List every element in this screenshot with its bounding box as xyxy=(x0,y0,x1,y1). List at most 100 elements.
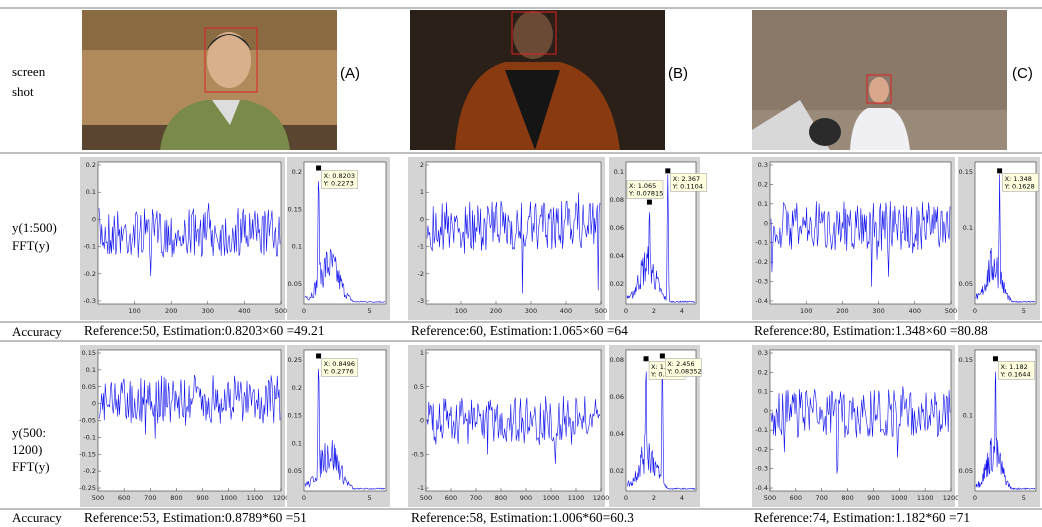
face-box xyxy=(866,74,892,104)
x-tick-label: 5 xyxy=(1022,494,1026,502)
y-tick-label: 0 xyxy=(420,215,424,223)
y-tick-label: 0 xyxy=(92,215,96,223)
y-tick-label: 0.02 xyxy=(610,467,624,475)
y-tick-label: 0.1 xyxy=(758,388,768,396)
screenshot-a xyxy=(82,10,337,150)
row-label: FFT(y) xyxy=(12,238,50,253)
x-tick-label: 1200 xyxy=(273,494,290,502)
y-tick-label: 0.05 xyxy=(959,280,973,288)
x-tick-label: 5 xyxy=(368,307,372,315)
shirt xyxy=(160,100,290,150)
datatip-x: X: 0.8203 xyxy=(324,172,355,180)
accuracy-text: Reference:60, Estimation:1.065×60 =64 xyxy=(411,323,628,338)
x-tick-label: 1100 xyxy=(568,494,585,502)
x-tick-label: 600 xyxy=(445,494,457,502)
face-box xyxy=(204,27,258,93)
y-tick-label: -0.1 xyxy=(755,239,768,247)
y-tick-label: 0.08 xyxy=(610,356,624,364)
y-tick-label: 1 xyxy=(420,349,424,357)
x-tick-label: 800 xyxy=(495,494,507,502)
y-tick-label: -1 xyxy=(418,484,424,492)
y-tick-label: -0.3 xyxy=(83,297,96,305)
signal-trace xyxy=(426,192,601,294)
face xyxy=(869,77,889,103)
fft-trace xyxy=(975,174,1036,303)
y-tick-label: 0.15 xyxy=(959,356,973,364)
y-tick-label: -0.1 xyxy=(755,426,768,434)
shirt xyxy=(850,108,910,150)
y-tick-label: 0.5 xyxy=(414,383,424,391)
shirt xyxy=(505,70,560,150)
datatip-marker xyxy=(646,199,652,205)
x-tick-label: 700 xyxy=(816,494,828,502)
x-tick-label: 900 xyxy=(196,494,208,502)
row-label: Accuracy xyxy=(12,324,62,339)
x-tick-label: 2 xyxy=(652,494,656,502)
x-tick-label: 500 xyxy=(764,494,776,502)
x-tick-label: 1200 xyxy=(593,494,610,502)
x-tick-label: 0 xyxy=(973,494,977,502)
x-tick-label: 2 xyxy=(652,307,656,315)
datatip-y: Y: 0.07815 xyxy=(628,190,663,198)
y-tick-label: 0.05 xyxy=(288,467,302,475)
y-tick-label: -0.3 xyxy=(755,278,768,286)
y-tick-label: 0 xyxy=(420,417,424,425)
x-tick-label: 800 xyxy=(841,494,853,502)
y-tick-label: -0.4 xyxy=(755,484,768,492)
datatip-y: Y: 0.1644 xyxy=(999,370,1030,378)
axes xyxy=(425,161,602,305)
y-tick-label: -0.05 xyxy=(79,417,96,425)
datatip-x: X: 1.182 xyxy=(1000,363,1027,371)
y-tick-label: 0.1 xyxy=(86,366,96,374)
x-tick-label: 700 xyxy=(144,494,156,502)
x-tick-label: 5 xyxy=(368,494,372,502)
signal-trace xyxy=(426,395,601,464)
fft-trace xyxy=(304,181,385,303)
x-tick-label: 400 xyxy=(560,307,572,315)
fft-trace xyxy=(626,174,696,304)
x-tick-label: 900 xyxy=(867,494,879,502)
datatip-x: X: 1.348 xyxy=(1005,175,1032,183)
y-tick-label: -3 xyxy=(418,297,424,305)
x-tick-label: 0 xyxy=(973,307,977,315)
signal-trace xyxy=(770,386,951,474)
datatip-x: X: 1.065 xyxy=(629,182,656,190)
y-tick-label: -0.1 xyxy=(83,243,96,251)
datatip-marker xyxy=(316,165,322,171)
y-tick-label: 0.2 xyxy=(86,161,96,169)
y-tick-label: 2 xyxy=(420,161,424,169)
fft-trace xyxy=(626,368,696,491)
accuracy-text: Reference:50, Estimation:0.8203×60 =49.2… xyxy=(84,323,325,338)
row-label: y(500: xyxy=(12,425,46,440)
x-tick-label: 0 xyxy=(624,307,628,315)
y-tick-label: -0.2 xyxy=(755,258,768,266)
datatip-box xyxy=(626,180,664,199)
datatip-x: X: 2.367 xyxy=(673,175,700,183)
x-tick-label: 200 xyxy=(165,307,177,315)
datatip-marker xyxy=(992,356,998,362)
y-tick-label: 0.2 xyxy=(292,168,302,176)
datatip-marker xyxy=(665,168,671,174)
x-tick-label: 100 xyxy=(128,307,140,315)
axes xyxy=(97,349,282,492)
panel-label: (B) xyxy=(668,65,688,82)
y-tick-label: 0.05 xyxy=(959,467,973,475)
x-tick-label: 1100 xyxy=(917,494,934,502)
signal-trace xyxy=(98,374,281,439)
x-tick-label: 1000 xyxy=(891,494,908,502)
datatip-box xyxy=(665,358,702,377)
y-tick-label: 0.15 xyxy=(288,412,302,420)
x-tick-label: 500 xyxy=(595,307,607,315)
y-tick-label: 0.1 xyxy=(292,439,302,447)
datatip-box xyxy=(321,170,358,189)
x-tick-label: 500 xyxy=(420,494,432,502)
axes xyxy=(769,161,952,305)
panel-label: (A) xyxy=(340,65,360,82)
x-tick-label: 200 xyxy=(490,307,502,315)
hair xyxy=(207,34,251,50)
y-tick-label: 0.3 xyxy=(758,349,768,357)
x-tick-label: 1000 xyxy=(220,494,237,502)
y-tick-label: 0.2 xyxy=(292,384,302,392)
x-tick-label: 4 xyxy=(680,494,684,502)
y-tick-label: -0.2 xyxy=(83,270,96,278)
